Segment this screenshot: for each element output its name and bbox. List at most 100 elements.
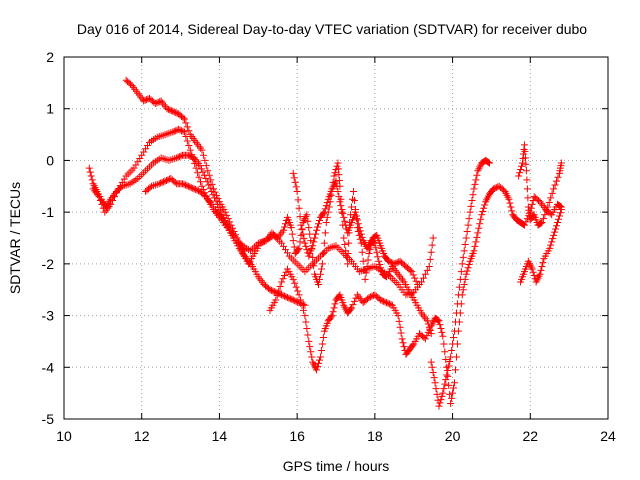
data-point <box>481 201 489 209</box>
data-point <box>163 105 171 113</box>
data-point <box>460 247 468 255</box>
data-point <box>179 180 187 188</box>
data-point <box>429 368 437 376</box>
data-point <box>440 340 448 348</box>
data-point <box>191 160 199 168</box>
data-point <box>516 169 524 177</box>
x-tick-label: 22 <box>522 428 538 444</box>
data-point <box>304 331 312 339</box>
data-point <box>433 390 441 398</box>
data-point <box>463 267 471 275</box>
data-point <box>278 239 286 247</box>
data-point <box>280 226 288 234</box>
data-point <box>438 392 446 400</box>
data-point <box>186 146 194 154</box>
data-point <box>153 180 161 188</box>
data-point <box>167 129 175 137</box>
data-point <box>177 152 185 160</box>
data-point <box>167 107 175 115</box>
data-point <box>281 223 289 231</box>
data-point <box>207 176 215 184</box>
data-point <box>470 185 478 193</box>
data-point <box>307 348 315 356</box>
data-point <box>522 218 530 226</box>
data-point <box>160 178 168 186</box>
y-tick-label: -2 <box>42 256 55 272</box>
series-track-e <box>266 182 565 407</box>
data-point <box>182 119 190 127</box>
data-point <box>468 197 476 205</box>
data-point <box>314 363 322 371</box>
data-point <box>307 237 315 245</box>
data-point <box>400 343 408 351</box>
data-point <box>419 274 427 282</box>
data-point <box>417 278 425 286</box>
y-tick-label: -4 <box>42 359 55 375</box>
data-point <box>462 270 470 278</box>
data-point <box>88 176 96 184</box>
data-point <box>376 261 384 269</box>
data-point <box>348 304 356 312</box>
y-axis-label: SDTVAR / TECUs <box>7 182 23 294</box>
data-point <box>295 204 303 212</box>
data-point <box>258 239 266 247</box>
data-point <box>464 264 472 272</box>
data-point <box>96 197 104 205</box>
data-point <box>136 173 144 181</box>
data-point <box>552 225 560 233</box>
data-point <box>316 353 324 361</box>
data-point <box>319 250 327 258</box>
data-point <box>273 292 281 300</box>
data-point <box>397 329 405 337</box>
data-point <box>440 385 448 393</box>
data-point <box>411 274 419 282</box>
data-point <box>310 262 318 270</box>
data-point <box>180 115 188 123</box>
data-point <box>553 218 561 226</box>
data-point <box>283 249 291 257</box>
data-point <box>518 162 526 170</box>
data-point <box>189 184 197 192</box>
data-point <box>453 300 461 308</box>
data-point <box>276 290 284 298</box>
data-point <box>280 242 288 250</box>
data-point <box>473 171 481 179</box>
data-point <box>109 197 117 205</box>
data-point <box>183 137 191 145</box>
data-point <box>442 376 450 384</box>
data-point <box>529 268 537 276</box>
data-point <box>272 296 280 304</box>
data-point <box>436 399 444 407</box>
data-point <box>449 340 457 348</box>
data-point <box>475 224 483 232</box>
data-point <box>472 238 480 246</box>
data-point <box>201 156 209 164</box>
data-point <box>321 205 329 213</box>
data-point <box>554 215 562 223</box>
data-point <box>171 154 179 162</box>
data-point <box>340 213 348 221</box>
data-point <box>195 173 203 181</box>
series-track-d <box>142 175 249 255</box>
data-point <box>140 148 148 156</box>
data-point <box>350 297 358 305</box>
data-point <box>297 296 305 304</box>
data-point <box>537 219 545 227</box>
data-point <box>174 153 182 161</box>
data-point <box>424 320 432 328</box>
data-point <box>369 292 377 300</box>
data-point <box>141 96 149 104</box>
data-point <box>199 168 207 176</box>
data-point <box>316 270 324 278</box>
x-axis-label: GPS time / hours <box>283 458 390 474</box>
data-point <box>371 239 379 247</box>
data-point <box>535 197 543 205</box>
data-point <box>166 106 174 114</box>
data-point <box>199 151 207 159</box>
data-point <box>159 131 167 139</box>
data-point <box>474 229 482 237</box>
data-point <box>320 239 328 247</box>
data-point <box>353 216 361 224</box>
data-point <box>427 248 435 256</box>
data-point <box>278 278 286 286</box>
